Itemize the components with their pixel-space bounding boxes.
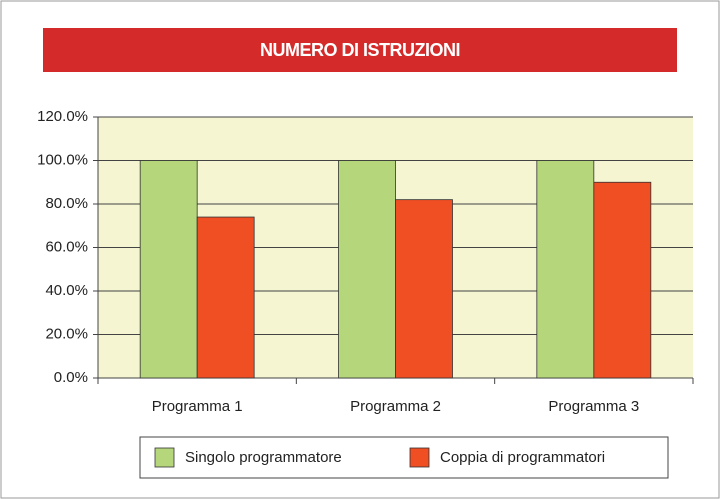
y-tick-label: 60.0% bbox=[45, 238, 88, 255]
x-tick-label: Programma 2 bbox=[350, 398, 441, 415]
legend-label: Coppia di programmatori bbox=[440, 449, 605, 466]
bar bbox=[196, 216, 255, 379]
y-tick-label: 40.0% bbox=[45, 282, 88, 299]
x-tick-label: Programma 1 bbox=[152, 398, 243, 415]
y-tick-label: 100.0% bbox=[37, 151, 88, 168]
y-tick-label: 0.0% bbox=[54, 369, 88, 386]
bar bbox=[139, 160, 198, 379]
y-tick-label: 120.0% bbox=[37, 108, 88, 125]
legend-swatch bbox=[154, 447, 175, 468]
bar bbox=[338, 160, 396, 379]
chart-title: NUMERO DI ISTRUZIONI bbox=[260, 40, 460, 60]
x-tick-label: Programma 3 bbox=[548, 398, 639, 415]
legend-label: Singolo programmatore bbox=[185, 449, 342, 466]
legend-box bbox=[139, 436, 669, 479]
y-tick-label: 80.0% bbox=[45, 195, 88, 212]
bar bbox=[395, 199, 453, 379]
title-banner bbox=[43, 28, 677, 72]
bar bbox=[593, 181, 652, 379]
y-tick-label: 20.0% bbox=[45, 325, 88, 342]
bar bbox=[536, 160, 595, 379]
legend-swatch bbox=[409, 447, 430, 468]
